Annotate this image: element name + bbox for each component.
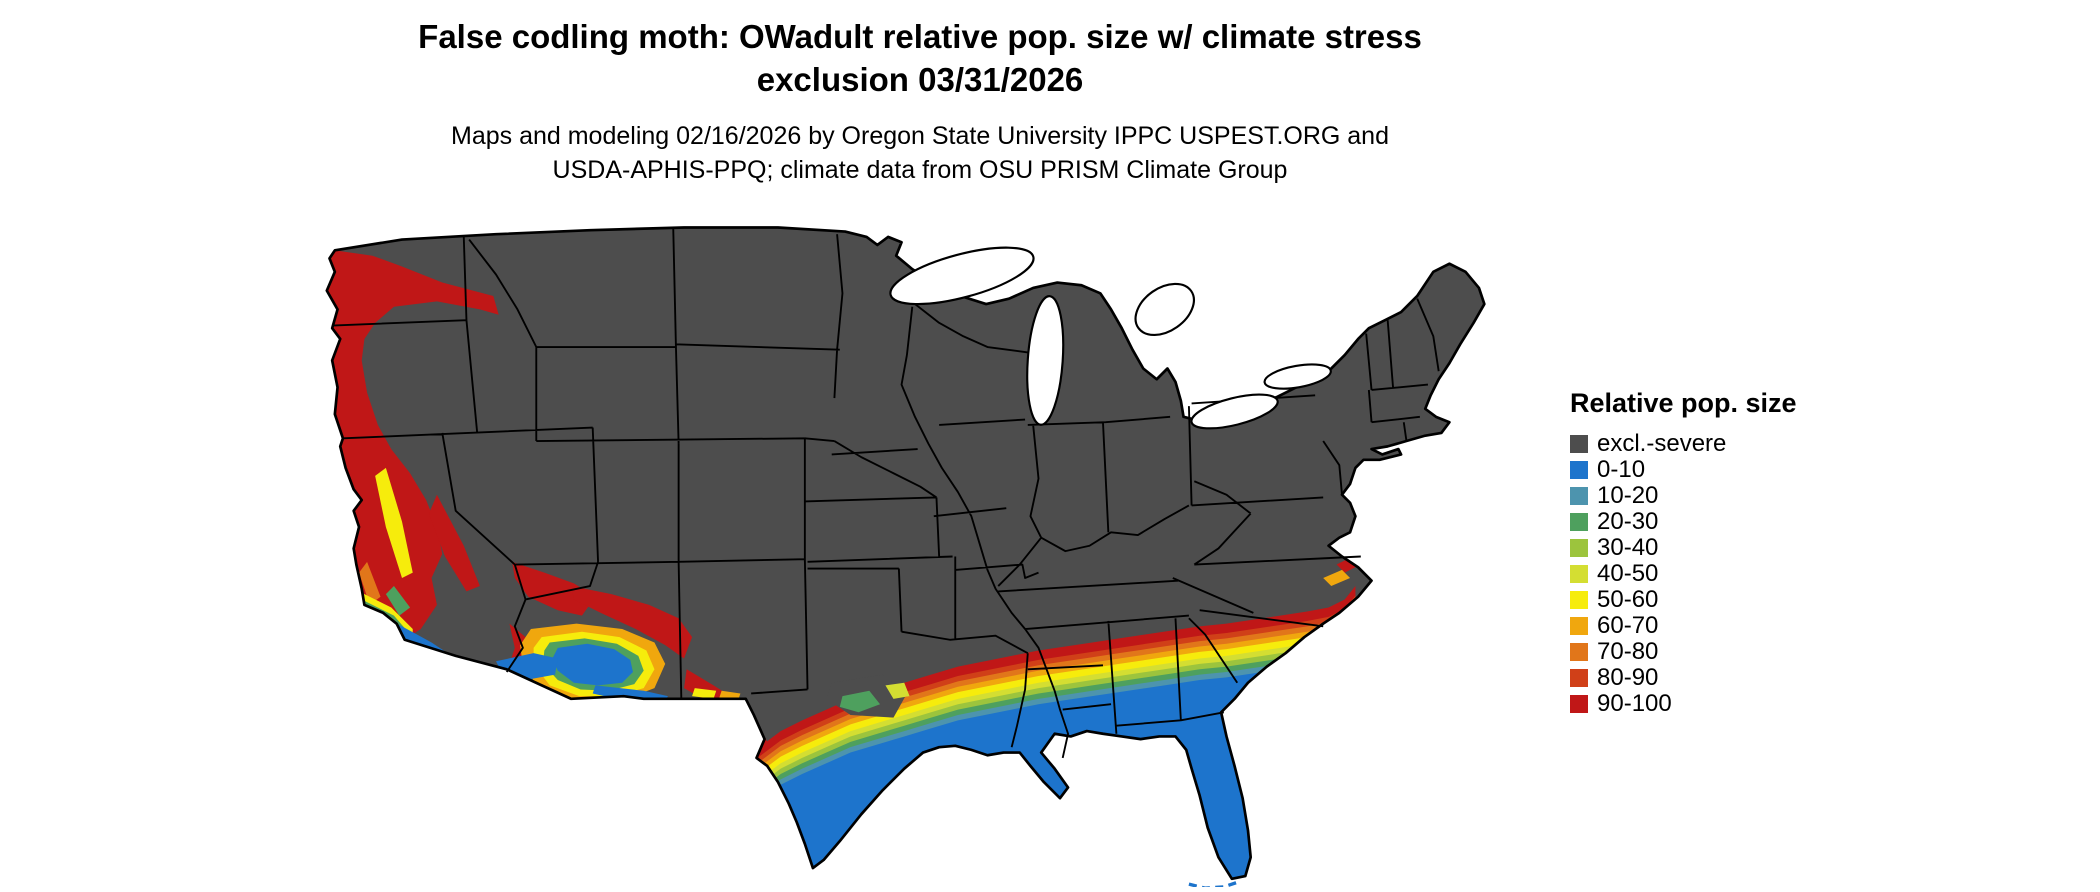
legend-item: 50-60 bbox=[1570, 586, 1797, 613]
region-central-texas-yellow bbox=[885, 682, 910, 699]
pop-band bbox=[759, 604, 1356, 773]
pop-band bbox=[759, 633, 1356, 801]
lake-ontario bbox=[1263, 363, 1332, 390]
figure-header: False codling moth: OWadult relative pop… bbox=[170, 16, 1670, 187]
legend-label: 60-70 bbox=[1597, 612, 1659, 639]
legend-swatch bbox=[1570, 565, 1588, 583]
legend-label: 30-40 bbox=[1597, 534, 1659, 561]
title-line-2: exclusion 03/31/2026 bbox=[756, 60, 1084, 98]
pop-band bbox=[759, 610, 1356, 780]
legend-swatch bbox=[1570, 617, 1588, 635]
region-excluded-base bbox=[326, 227, 1485, 879]
legend-item: 80-90 bbox=[1570, 664, 1797, 691]
legend-item: excl.-severe bbox=[1570, 430, 1797, 457]
us-map bbox=[325, 226, 1486, 887]
legend-label: excl.-severe bbox=[1597, 430, 1727, 457]
region-pacific-coast-severe bbox=[326, 250, 499, 640]
legend-item: 30-40 bbox=[1570, 534, 1797, 561]
legend-item: 0-10 bbox=[1570, 456, 1797, 483]
legend-swatch bbox=[1570, 435, 1588, 453]
lake-superior bbox=[889, 246, 1035, 306]
legend-swatch bbox=[1570, 643, 1588, 661]
region-arizona-blue-core bbox=[552, 643, 633, 686]
great-lakes bbox=[889, 246, 1332, 430]
legend-item: 20-30 bbox=[1570, 508, 1797, 535]
pop-band bbox=[759, 627, 1356, 796]
legend-item: 70-80 bbox=[1570, 638, 1797, 665]
legend-swatch bbox=[1570, 461, 1588, 479]
legend-swatch bbox=[1570, 669, 1588, 687]
legend-title: Relative pop. size bbox=[1570, 388, 1797, 418]
region-central-texas-green bbox=[839, 690, 881, 713]
lake-erie bbox=[1190, 393, 1279, 430]
subtitle-line-2: USDA-APHIS-PPQ; climate data from OSU PR… bbox=[552, 155, 1288, 184]
figure-subtitle: Maps and modeling 02/16/2026 by Oregon S… bbox=[170, 120, 1670, 188]
subtitle-line-1: Maps and modeling 02/16/2026 by Oregon S… bbox=[451, 121, 1389, 150]
legend-swatch bbox=[1570, 591, 1588, 609]
legend-swatch bbox=[1570, 487, 1588, 505]
pop-band bbox=[759, 599, 1356, 768]
legend-label: 80-90 bbox=[1597, 664, 1659, 691]
legend-item: 10-20 bbox=[1570, 482, 1797, 509]
region-ca-coast-green bbox=[385, 586, 411, 616]
legend: Relative pop. size excl.-severe 0-10 10-20… bbox=[1570, 388, 1797, 717]
legend-swatch bbox=[1570, 513, 1588, 531]
legend-swatch bbox=[1570, 695, 1588, 713]
legend-label: 70-80 bbox=[1597, 638, 1659, 665]
legend-item: 90-100 bbox=[1570, 690, 1797, 717]
region-central-valley-yellow bbox=[375, 467, 413, 578]
region-southern-nevada-red bbox=[512, 561, 596, 616]
state-borders bbox=[332, 228, 1440, 759]
legend-label: 40-50 bbox=[1597, 560, 1659, 587]
region-sierra-foothills bbox=[428, 494, 480, 592]
region-mogollon-rim-red bbox=[571, 586, 693, 659]
region-nc-coast-orange bbox=[1323, 569, 1351, 587]
pop-band bbox=[759, 616, 1356, 785]
region-florida-keys bbox=[1188, 879, 1241, 887]
legend-label: 10-20 bbox=[1597, 482, 1659, 509]
legend-label: 0-10 bbox=[1597, 456, 1646, 483]
legend-item: 40-50 bbox=[1570, 560, 1797, 587]
region-nm-border-yellow bbox=[692, 688, 717, 699]
title-line-1: False codling moth: OWadult relative pop… bbox=[418, 18, 1422, 55]
legend-swatch bbox=[1570, 539, 1588, 557]
legend-label: 90-100 bbox=[1597, 690, 1672, 717]
pop-band bbox=[759, 622, 1356, 791]
lake-huron bbox=[1134, 282, 1195, 337]
legend-label: 20-30 bbox=[1597, 508, 1659, 535]
pop-band bbox=[759, 586, 1356, 757]
region-ca-coast-orange bbox=[359, 561, 381, 605]
legend-item: 60-70 bbox=[1570, 612, 1797, 639]
legend-items: excl.-severe 0-10 10-20 20-30 30-40 40-50 50-6… bbox=[1570, 430, 1797, 717]
legend-label: 50-60 bbox=[1597, 586, 1659, 613]
lake-michigan bbox=[1026, 295, 1065, 426]
figure-title: False codling moth: OWadult relative pop… bbox=[170, 16, 1670, 102]
